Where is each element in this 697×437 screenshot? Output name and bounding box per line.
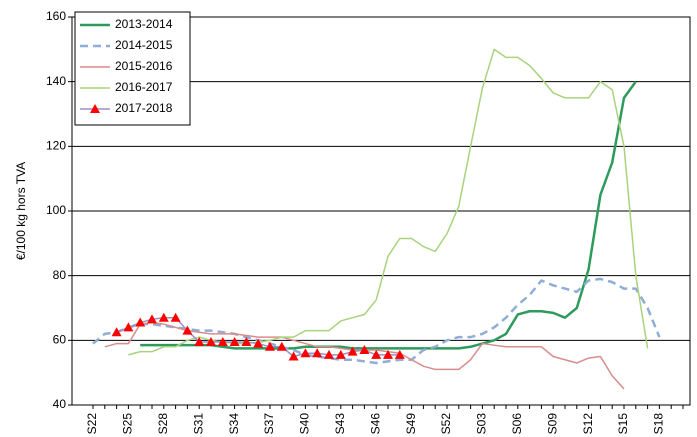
- x-tick-label: S52: [439, 413, 453, 435]
- point-marker: [217, 336, 228, 346]
- x-tick-label: S43: [333, 413, 347, 435]
- point-marker: [394, 349, 405, 359]
- legend-label: 2014-2015: [115, 38, 173, 52]
- y-tick-label: 140: [46, 74, 66, 88]
- point-marker: [241, 336, 252, 346]
- legend-label: 2017-2018: [115, 101, 173, 115]
- point-marker: [253, 338, 264, 348]
- x-tick-label: S22: [85, 413, 99, 435]
- point-marker: [170, 312, 181, 322]
- x-tick-label: S31: [191, 413, 205, 435]
- x-tick-label: S28: [156, 413, 170, 435]
- x-tick-label: S06: [510, 413, 524, 435]
- point-marker: [383, 349, 393, 359]
- point-marker: [300, 348, 311, 358]
- x-tick-label: S49: [404, 413, 418, 435]
- legend-label: 2013-2014: [115, 17, 173, 31]
- x-tick-label: S15: [616, 413, 630, 435]
- point-marker: [335, 349, 346, 359]
- point-marker: [194, 336, 205, 346]
- point-marker: [371, 349, 382, 359]
- point-marker: [312, 348, 323, 358]
- point-marker: [288, 351, 299, 361]
- point-marker: [158, 312, 169, 322]
- point-marker: [123, 322, 134, 332]
- point-marker: [229, 336, 240, 346]
- y-tick-label: 160: [46, 9, 66, 23]
- x-tick-label: S37: [262, 413, 276, 435]
- x-tick-label: S25: [121, 413, 135, 435]
- legend-label: 2016-2017: [115, 80, 173, 94]
- legend-marker: [90, 104, 100, 113]
- series-line: [104, 321, 625, 390]
- legend-label: 2015-2016: [115, 59, 173, 73]
- x-tick-label: S12: [581, 413, 595, 435]
- y-axis-label: €/100 kg hors TVA: [14, 162, 28, 260]
- series-line: [92, 277, 661, 365]
- y-tick-label: 80: [53, 268, 67, 282]
- x-tick-label: S34: [227, 413, 241, 435]
- y-tick-label: 40: [53, 397, 67, 411]
- x-tick-label: S40: [298, 413, 312, 435]
- point-marker: [276, 341, 287, 351]
- y-tick-label: 60: [53, 333, 67, 347]
- point-marker: [324, 349, 334, 359]
- y-tick-label: 100: [46, 203, 66, 217]
- point-marker: [135, 317, 146, 327]
- series-line: [140, 80, 637, 350]
- point-marker: [147, 314, 157, 324]
- series-line: [128, 48, 649, 356]
- point-marker: [206, 336, 216, 346]
- point-marker: [359, 345, 370, 355]
- x-tick-label: S46: [368, 413, 382, 435]
- point-marker: [347, 346, 358, 356]
- x-tick-label: S03: [475, 413, 489, 435]
- point-marker: [111, 327, 122, 337]
- point-marker: [265, 341, 275, 351]
- x-tick-label: S09: [545, 413, 559, 435]
- y-tick-label: 120: [46, 139, 66, 153]
- point-marker: [182, 325, 193, 335]
- x-tick-label: S18: [652, 413, 666, 435]
